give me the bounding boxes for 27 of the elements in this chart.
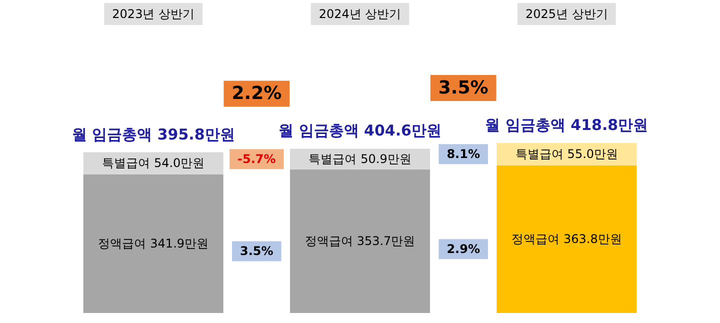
text: 3.5% [438, 77, 488, 98]
annotation: 3.5% [240, 244, 274, 258]
series-label: 정액급여 [98, 236, 146, 251]
text: 2.2% [232, 83, 282, 104]
text: 특별급여 [515, 147, 564, 162]
bar [83, 174, 224, 313]
data-label: 353.7만원 [356, 234, 416, 248]
total-label: 월 임금총액 418.8만원 [485, 116, 648, 134]
series-label: 특별급여 [308, 152, 357, 166]
text: 정액급여 [304, 234, 353, 248]
x-tick-label: 2023년 상반기 [112, 7, 195, 21]
total-label: 월 임금총액 395.8만원 [72, 125, 235, 144]
x-tick-label: 2024년 상반기 [318, 7, 402, 21]
x-tick-label: 2025년 상반기 [525, 7, 608, 21]
text: 정액급여 [511, 232, 560, 246]
total-label: 월 임금총액 404.6만원 [278, 122, 442, 140]
data-label: 363.8만원 [563, 232, 622, 246]
data-label: 54.0만원 [154, 156, 205, 170]
annotation: -5.7% [238, 152, 276, 166]
data-label: 341.9만원 [150, 236, 209, 251]
annotation: 2.9% [446, 242, 480, 256]
data-label: 55.0만원 [567, 147, 618, 162]
bar [290, 169, 430, 313]
text: 특별급여 [102, 156, 150, 170]
bar [496, 165, 637, 313]
annotation: 8.1% [446, 147, 480, 162]
data-label: 50.9만원 [360, 152, 412, 166]
